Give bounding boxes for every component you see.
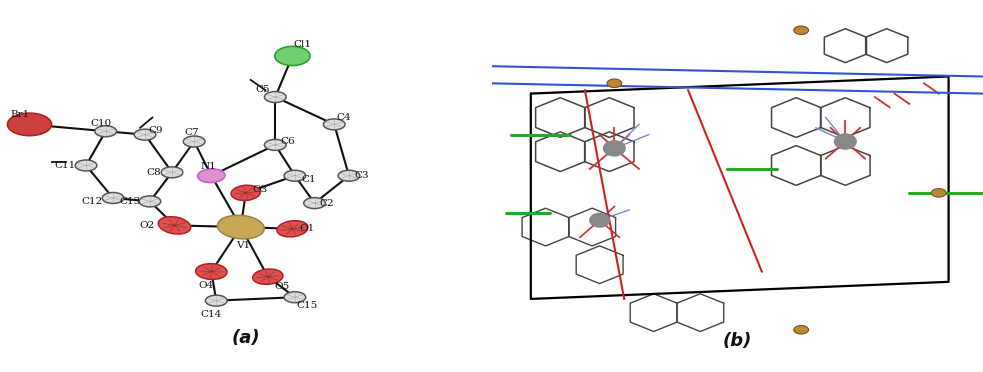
Text: C13: C13 [120, 197, 141, 206]
Text: O2: O2 [140, 221, 155, 230]
Text: C2: C2 [319, 199, 334, 208]
Ellipse shape [161, 167, 183, 178]
Text: O1: O1 [300, 224, 315, 233]
Circle shape [835, 134, 856, 149]
Ellipse shape [205, 295, 227, 306]
Ellipse shape [264, 92, 286, 103]
Text: O3: O3 [253, 185, 268, 194]
Ellipse shape [274, 46, 311, 65]
Text: C10: C10 [90, 119, 111, 128]
Text: N1: N1 [201, 162, 217, 171]
Ellipse shape [134, 129, 155, 140]
Ellipse shape [253, 269, 283, 284]
Text: C12: C12 [82, 197, 103, 206]
Ellipse shape [198, 169, 225, 183]
Text: C9: C9 [148, 126, 163, 135]
Text: C11: C11 [55, 161, 76, 170]
Ellipse shape [231, 185, 260, 201]
Ellipse shape [932, 189, 946, 197]
Text: C8: C8 [146, 168, 160, 177]
Text: C4: C4 [337, 113, 351, 122]
Text: (b): (b) [723, 332, 752, 350]
Text: Cl1: Cl1 [293, 41, 312, 49]
Ellipse shape [794, 26, 808, 35]
Text: C5: C5 [256, 85, 270, 94]
Text: V1: V1 [236, 241, 251, 250]
Text: C15: C15 [297, 301, 318, 310]
Text: (a): (a) [231, 329, 260, 347]
Ellipse shape [94, 126, 116, 137]
Text: C14: C14 [201, 310, 222, 319]
Text: O5: O5 [274, 282, 289, 291]
Ellipse shape [217, 215, 264, 239]
Ellipse shape [284, 170, 306, 181]
Ellipse shape [284, 292, 306, 303]
Circle shape [604, 141, 625, 156]
Ellipse shape [196, 264, 227, 279]
Ellipse shape [7, 113, 51, 136]
Ellipse shape [75, 160, 96, 171]
Text: C6: C6 [280, 137, 295, 146]
Ellipse shape [158, 217, 191, 234]
Text: C3: C3 [354, 171, 369, 180]
Ellipse shape [277, 221, 308, 237]
Ellipse shape [102, 192, 124, 203]
Ellipse shape [794, 326, 808, 334]
Text: C7: C7 [185, 128, 199, 137]
Text: O4: O4 [199, 281, 214, 290]
Ellipse shape [140, 196, 161, 207]
Ellipse shape [338, 170, 360, 181]
Text: Br1: Br1 [10, 110, 29, 119]
Ellipse shape [264, 140, 286, 150]
Ellipse shape [304, 198, 325, 209]
Text: C1: C1 [302, 175, 316, 184]
Ellipse shape [184, 136, 205, 147]
Ellipse shape [607, 79, 621, 87]
Ellipse shape [323, 119, 345, 130]
Circle shape [590, 214, 609, 227]
